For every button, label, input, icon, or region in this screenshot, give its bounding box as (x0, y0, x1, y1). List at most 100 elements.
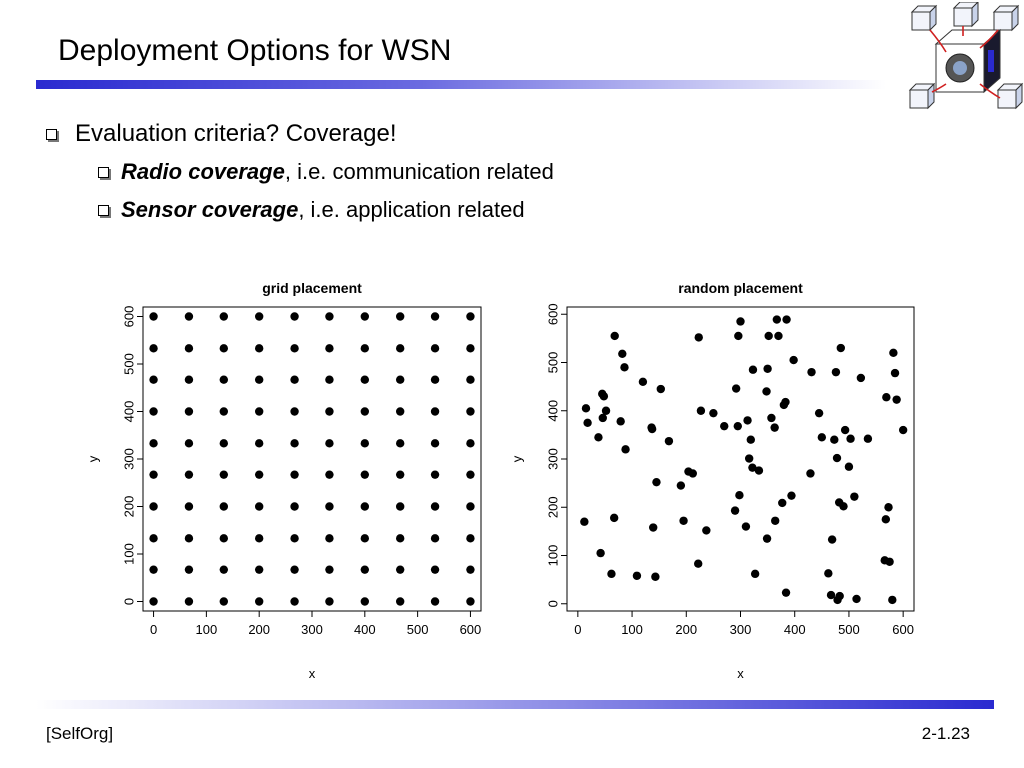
scatter-point (599, 392, 609, 401)
x-axis-label: x (309, 666, 316, 681)
scatter-point (466, 344, 475, 353)
y-tick-label: 600 (546, 303, 561, 325)
scatter-point (254, 375, 264, 384)
scatter-point (817, 433, 827, 442)
scatter-point (881, 515, 891, 524)
scatter-point (395, 375, 405, 384)
scatter-point (149, 534, 158, 543)
scatter-point (789, 355, 798, 365)
scatter-point (594, 433, 603, 442)
scatter-point (581, 404, 591, 413)
scatter-point (290, 470, 299, 479)
chart-title: random placement (678, 280, 803, 296)
scatter-point (219, 502, 229, 511)
scatter-point (806, 469, 815, 478)
scatter-point (360, 312, 370, 321)
scatter-point (616, 417, 625, 426)
scatter-point (395, 312, 405, 321)
scatter-point (830, 435, 839, 444)
scatter-point (466, 502, 475, 511)
y-tick-label: 0 (546, 600, 561, 607)
bullet-emphasis: Sensor coverage (121, 197, 299, 222)
chart-title: grid placement (262, 280, 362, 296)
scatter-point (184, 565, 194, 574)
y-tick-label: 100 (546, 545, 561, 567)
scatter-point (844, 462, 854, 471)
scatter-point (744, 454, 754, 463)
random-placement-plot: random placement 0 100 200 300 400 500 600 0 100 2… (510, 280, 915, 681)
scatter-point (430, 344, 440, 353)
scatter-point (652, 477, 661, 487)
scatter-point (325, 344, 334, 353)
x-tick-label: 200 (675, 622, 697, 637)
x-tick-label: 0 (150, 622, 157, 637)
scatter-point (709, 408, 718, 418)
scatter-point (771, 516, 780, 525)
x-tick-label: 100 (196, 622, 218, 637)
scatter-point (219, 534, 229, 543)
y-axis-label: y (86, 455, 101, 462)
footer-course-label: [SelfOrg] (46, 724, 114, 743)
scatter-point (184, 312, 194, 321)
scatter-point (598, 413, 607, 423)
scatter-point (601, 406, 611, 415)
scatter-point (395, 344, 405, 353)
scatter-point (325, 312, 334, 321)
scatter-point (762, 534, 772, 543)
scatter-point (395, 439, 405, 448)
scatter-point (748, 463, 757, 472)
x-tick-label: 500 (407, 622, 429, 637)
scatter-point (781, 588, 791, 597)
scatter-point (676, 481, 686, 490)
scatter-point (826, 590, 836, 600)
y-axis-label: y (510, 455, 525, 462)
scatter-point (632, 571, 642, 580)
x-tick-label: 600 (892, 622, 914, 637)
scatter-point (884, 503, 893, 512)
x-axis-label: x (737, 666, 744, 681)
scatter-point (889, 348, 898, 358)
x-tick-label: 300 (301, 622, 323, 637)
scatter-point (184, 407, 194, 416)
scatter-point (430, 534, 440, 543)
scatter-point (360, 407, 370, 416)
scatter-point (466, 407, 475, 416)
scatter-point (754, 466, 764, 475)
scatter-point (852, 594, 861, 604)
scatter-point (360, 470, 370, 479)
scatter-point (679, 516, 688, 525)
scatter-point (325, 439, 334, 448)
scatter-point (831, 367, 841, 377)
scatter-point (885, 557, 894, 566)
square-bullet-icon (98, 166, 109, 178)
scatter-point (466, 439, 475, 448)
scatter-point (656, 384, 665, 394)
scatter-point (846, 434, 855, 443)
scatter-point (743, 416, 752, 425)
scatter-point (325, 407, 334, 416)
square-bullet-icon (46, 128, 57, 140)
scatter-point (583, 418, 592, 428)
x-tick-label: 400 (354, 622, 376, 637)
footer-rule (36, 700, 994, 709)
scatter-point (863, 434, 873, 443)
scatter-point (720, 421, 729, 431)
scatter-point (767, 413, 776, 423)
bullet-text: Evaluation criteria? Coverage! (75, 120, 397, 147)
random-placement-chart: random placement 0 100 200 300 400 500 600 0 100 2… (510, 270, 1010, 690)
scatter-point (647, 424, 657, 434)
grid-placement-plot: grid placement 0 100 200 300 400 500 600 0 100 200… (86, 280, 482, 681)
scatter-point (607, 569, 616, 579)
scatter-point (184, 375, 194, 384)
scatter-point (430, 470, 440, 479)
scatter-point (395, 470, 405, 479)
scatter-point (290, 502, 299, 511)
scatter-point (254, 565, 264, 574)
scatter-point (254, 534, 264, 543)
x-tick-label: 500 (838, 622, 860, 637)
scatter-point (149, 470, 158, 479)
y-tick-label: 300 (122, 448, 137, 470)
scatter-point (290, 565, 299, 574)
scatter-point (882, 393, 891, 402)
scatter-point (360, 439, 370, 448)
